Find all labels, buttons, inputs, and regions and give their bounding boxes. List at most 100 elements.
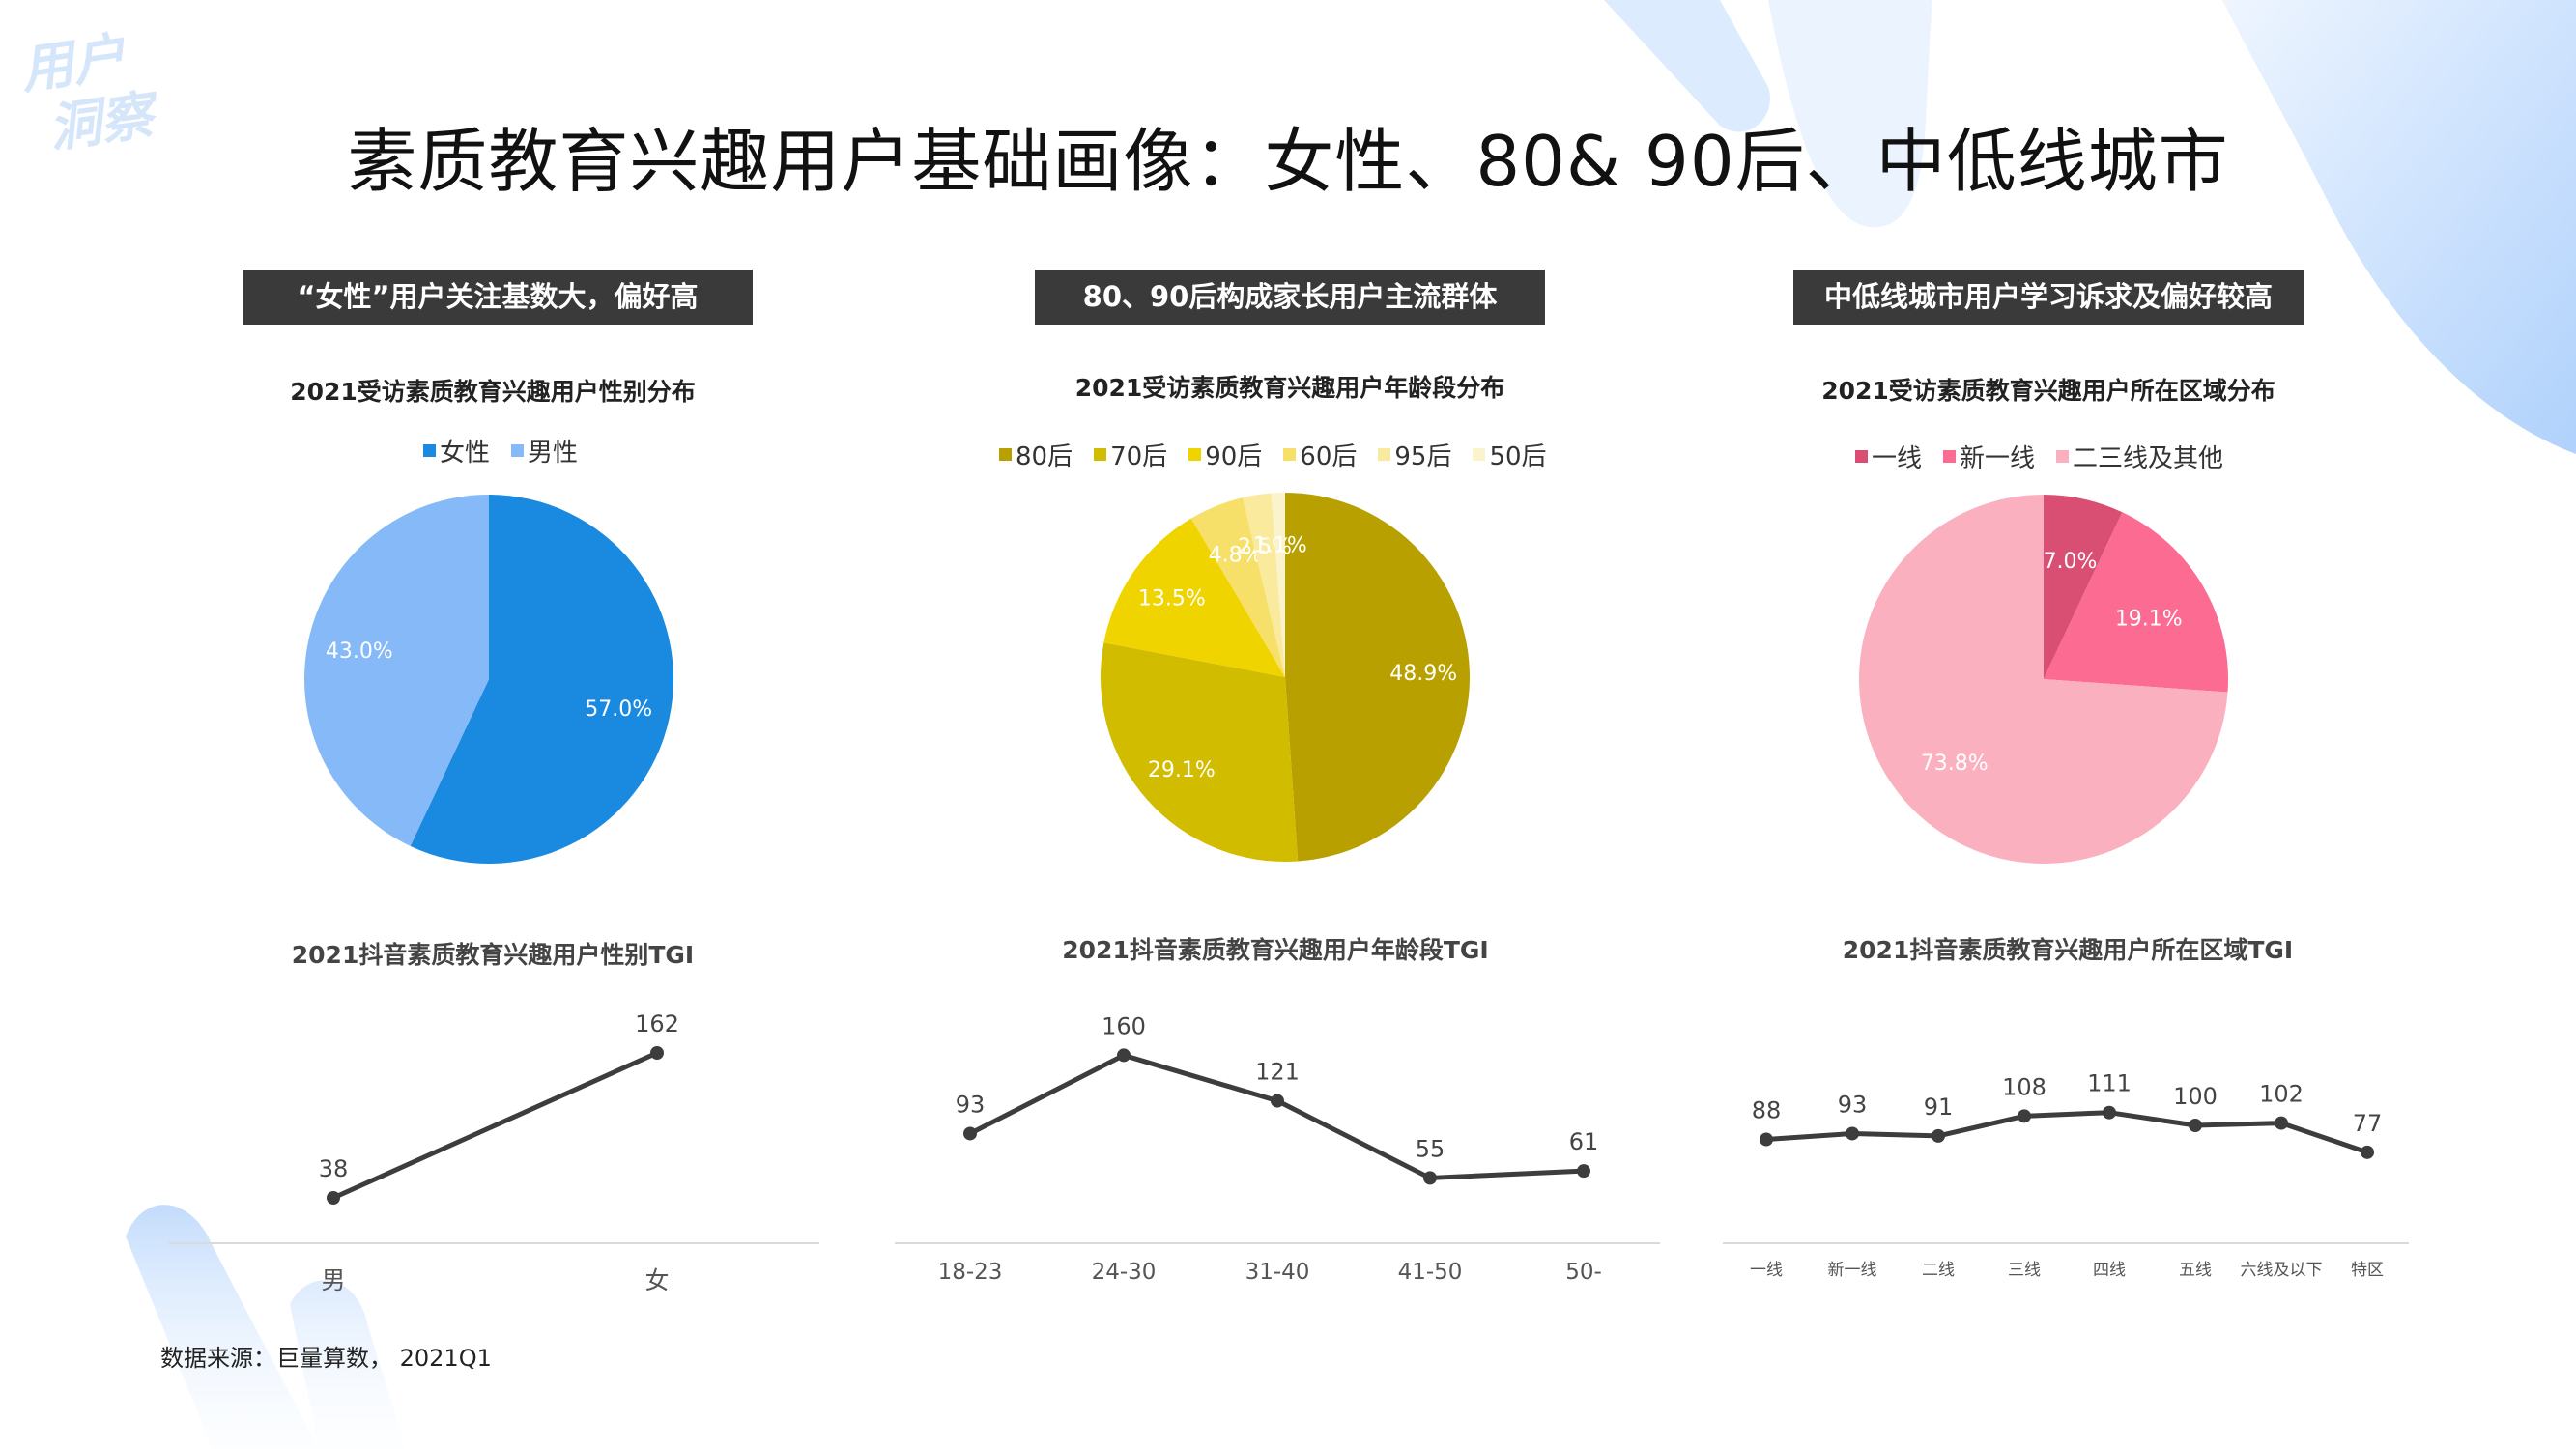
legend-swatch [1473,448,1486,461]
tgi-data-label: 93 [1838,1091,1868,1118]
age-tgi-title: 2021抖音素质教育兴趣用户年龄段TGI [1062,936,1489,964]
pie-data-label: 48.9% [1389,662,1457,686]
gender-pie-title: 2021受访素质教育兴趣用户性别分布 [290,378,696,406]
pie-data-label: 13.5% [1138,587,1206,611]
data-source-note: 数据来源：巨量算数， 2021Q1 [160,1345,492,1372]
legend-label: 一线 [1872,444,1923,473]
legend-swatch [423,444,436,457]
gender-legend: 女性 男性 [423,433,578,469]
tgi-point [2275,1116,2288,1130]
pie-slice [1101,642,1299,863]
pie-slice [1285,493,1471,862]
region-pie-title: 2021受访素质教育兴趣用户所在区域分布 [1821,377,2275,405]
tgi-point [2018,1109,2031,1123]
tgi-point [963,1126,977,1141]
x-tick-label: 一线 [1750,1261,1783,1280]
legend-swatch [1094,448,1107,461]
pie-slice [1190,497,1285,677]
legend-item: 95后 [1378,437,1451,472]
tgi-data-label: 77 [2353,1110,2383,1137]
legend-label: 95后 [1394,442,1452,471]
pie-slice [2044,495,2123,679]
legend-label: 女性 [440,439,491,468]
legend-item: 一线 [1855,439,1922,474]
tgi-point [650,1046,664,1060]
tgi-point [2361,1145,2374,1159]
legend-item: 男性 [511,433,578,469]
tgi-point [1271,1094,1284,1108]
x-tick-label: 50- [1565,1260,1602,1285]
x-tick-label: 六线及以下 [2241,1261,2323,1280]
legend-swatch [1283,448,1297,461]
tgi-data-label: 55 [1416,1135,1445,1162]
x-tick-label: 男 [321,1266,345,1294]
legend-label: 80后 [1016,442,1073,471]
x-tick-label: 18-23 [938,1260,1003,1285]
tgi-data-label: 102 [2259,1081,2304,1108]
legend-label: 70后 [1110,442,1168,471]
panel-header-gender: “女性”用户关注基数大，偏好高 [243,270,753,325]
region-legend: 一线 新一线 二三线及其他 [1855,439,2223,474]
age-pie-title: 2021受访素质教育兴趣用户年龄段分布 [1074,374,1505,402]
tgi-data-label: 38 [319,1155,349,1182]
tgi-point [2189,1119,2202,1132]
legend-label: 新一线 [1960,444,2036,473]
legend-swatch [511,444,525,457]
pie-data-label: 73.8% [1921,752,1989,776]
pie-data-label: 29.1% [1148,758,1216,782]
region-tgi-title: 2021抖音素质教育兴趣用户所在区域TGI [1842,936,2294,964]
x-tick-label: 四线 [2093,1261,2126,1280]
pie-slice [1271,493,1285,677]
pie-slice [1103,518,1285,677]
tgi-data-label: 111 [2087,1070,2132,1097]
legend-label: 二三线及其他 [2073,444,2224,473]
legend-item: 新一线 [1943,439,2035,474]
tgi-data-label: 108 [2002,1073,2046,1100]
panel-header-region: 中低线城市用户学习诉求及偏好较高 [1793,270,2304,325]
tgi-point [1423,1171,1437,1185]
panel-header-age: 80、90后构成家长用户主流群体 [1035,270,1545,325]
x-tick-label: 特区 [2351,1261,2384,1280]
x-tick-label: 二线 [1922,1261,1955,1280]
tgi-data-label: 88 [1752,1097,1782,1124]
tgi-point [1932,1128,1945,1143]
legend-item: 90后 [1188,437,1262,472]
legend-item: 80后 [999,437,1073,472]
tgi-data-label: 162 [635,1010,679,1037]
pie-slice [303,495,489,846]
tgi-line [331,1050,659,1201]
pie-data-label: 1.1% [1253,534,1307,558]
tgi-data-label: 160 [1102,1012,1146,1039]
tgi-point [327,1191,340,1205]
legend-item: 70后 [1094,437,1167,472]
tgi-line [1765,1110,2368,1155]
gender-tgi-title: 2021抖音素质教育兴趣用户性别TGI [291,941,695,969]
x-tick-label: 41-50 [1398,1260,1463,1285]
x-tick-label: 24-30 [1092,1260,1157,1285]
x-tick-label: 新一线 [1828,1261,1877,1280]
legend-label: 男性 [528,439,579,468]
legend-swatch [999,448,1012,461]
tgi-point [1577,1164,1590,1179]
legend-swatch [1855,450,1868,463]
tgi-data-label: 93 [956,1091,986,1118]
legend-label: 60后 [1300,442,1358,471]
page-title: 素质教育兴趣用户基础画像：女性、80& 90后、中低线城市 [347,121,2229,202]
pie-data-label: 4.8% [1209,543,1263,567]
legend-item: 60后 [1283,437,1357,472]
x-tick-label: 女 [644,1266,669,1294]
pie-data-label: 43.0% [326,639,393,664]
pie-slice [2044,512,2228,693]
pie-data-label: 19.1% [2115,607,2183,631]
age-legend: 80后 70后 90后 60后 95后 50后 [999,437,1547,472]
tgi-data-label: 100 [2173,1083,2218,1110]
tgi-point [1117,1048,1131,1063]
pie-data-label: 57.0% [585,697,652,722]
x-tick-label: 五线 [2179,1261,2212,1280]
legend-swatch [1188,448,1202,461]
legend-swatch [1378,448,1391,461]
pie-data-label: 7.0% [2044,550,2098,574]
tgi-data-label: 61 [1569,1128,1599,1155]
